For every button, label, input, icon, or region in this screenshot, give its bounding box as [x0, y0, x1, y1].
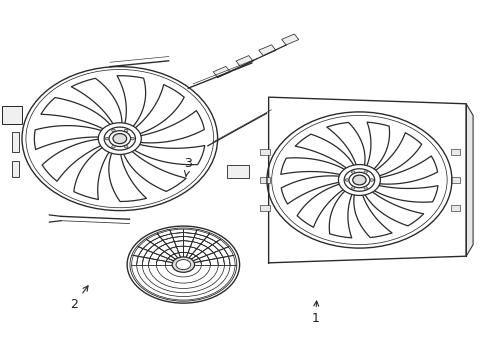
Bar — [260, 177, 269, 183]
Polygon shape — [372, 185, 437, 202]
Circle shape — [109, 131, 130, 147]
Circle shape — [338, 165, 380, 195]
Polygon shape — [465, 104, 472, 256]
Polygon shape — [295, 134, 354, 169]
Circle shape — [98, 123, 141, 154]
Polygon shape — [326, 122, 364, 167]
Ellipse shape — [176, 260, 190, 270]
Polygon shape — [373, 133, 421, 176]
Bar — [450, 177, 460, 183]
Circle shape — [369, 179, 373, 181]
Polygon shape — [123, 151, 186, 192]
Circle shape — [111, 129, 115, 132]
Circle shape — [363, 186, 366, 189]
Bar — [12, 161, 19, 177]
Circle shape — [113, 134, 126, 144]
Circle shape — [344, 169, 374, 191]
Bar — [236, 55, 253, 67]
Bar — [260, 205, 269, 211]
Polygon shape — [353, 193, 391, 238]
Polygon shape — [74, 147, 109, 199]
Polygon shape — [297, 184, 344, 227]
Polygon shape — [41, 98, 110, 129]
Circle shape — [351, 171, 354, 174]
Polygon shape — [133, 144, 204, 165]
Polygon shape — [139, 111, 204, 143]
Bar — [450, 149, 460, 155]
Bar — [258, 45, 275, 56]
Bar — [213, 66, 230, 77]
Bar — [281, 34, 298, 45]
Polygon shape — [364, 191, 423, 226]
Polygon shape — [42, 139, 102, 181]
Bar — [12, 132, 19, 152]
Circle shape — [351, 186, 354, 189]
Bar — [227, 165, 248, 178]
Polygon shape — [280, 158, 346, 175]
Bar — [450, 205, 460, 211]
Polygon shape — [117, 76, 145, 127]
Polygon shape — [377, 156, 437, 184]
Bar — [260, 149, 269, 155]
Circle shape — [363, 171, 366, 174]
Ellipse shape — [172, 257, 194, 272]
Polygon shape — [268, 97, 465, 263]
Circle shape — [352, 175, 366, 185]
Circle shape — [104, 127, 135, 150]
Ellipse shape — [127, 226, 239, 303]
Circle shape — [348, 172, 369, 188]
Text: 1: 1 — [311, 301, 319, 325]
Bar — [2, 106, 22, 124]
Polygon shape — [328, 190, 352, 238]
Polygon shape — [135, 85, 184, 134]
Circle shape — [105, 137, 109, 140]
Polygon shape — [366, 122, 389, 170]
Polygon shape — [71, 78, 122, 124]
Text: 2: 2 — [70, 286, 88, 311]
Polygon shape — [109, 153, 146, 202]
Circle shape — [124, 145, 128, 148]
Circle shape — [130, 137, 134, 140]
Circle shape — [345, 179, 348, 181]
Circle shape — [111, 145, 115, 148]
Polygon shape — [34, 126, 102, 149]
Circle shape — [124, 129, 128, 132]
Text: 3: 3 — [184, 157, 192, 176]
Polygon shape — [281, 176, 341, 204]
